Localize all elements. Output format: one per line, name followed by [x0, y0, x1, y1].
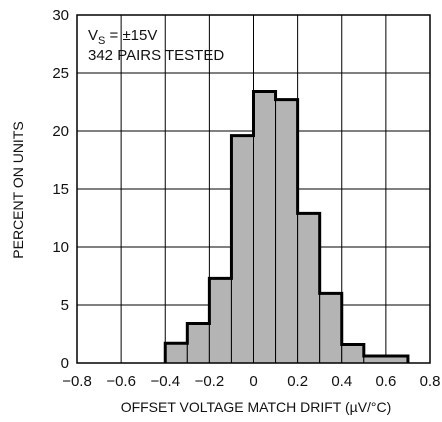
histogram-bar	[297, 212, 321, 364]
histogram-bar	[164, 342, 188, 364]
y-tick-label: 20	[52, 123, 69, 140]
y-tick-label: 30	[52, 7, 69, 24]
y-tick-label: 25	[52, 65, 69, 82]
histogram-bar	[208, 277, 232, 364]
x-tick-label: −0.4	[150, 373, 180, 390]
x-tick-label: 0.6	[375, 373, 396, 390]
histogram-outline	[163, 90, 410, 363]
tick-labels: −0.8 −0.6 −0.4 −0.2 0 0.2 0.4 0.6 0.8 0 5 10 15 20 25 3…	[52, 7, 440, 390]
histogram-bar	[253, 91, 277, 364]
histogram-bar	[319, 292, 343, 364]
x-tick-label: −0.6	[106, 373, 136, 390]
y-tick-label: 0	[61, 355, 69, 372]
y-axis-title: PERCENT ON UNITS	[10, 121, 26, 258]
histogram-bar	[230, 135, 254, 364]
histogram-bar	[275, 99, 299, 364]
y-tick-label: 5	[61, 297, 69, 314]
y-tick-label: 15	[52, 181, 69, 198]
x-tick-label: −0.2	[195, 373, 225, 390]
plot-frame	[76, 14, 431, 364]
x-tick-label: 0.2	[287, 373, 308, 390]
histogram-bar	[186, 323, 210, 364]
x-axis-title: OFFSET VOLTAGE MATCH DRIFT (µV/°C)	[121, 399, 392, 415]
histogram-bar	[341, 343, 365, 364]
x-tick-label: 0.8	[420, 373, 441, 390]
pairs-tested-annotation: 342 PAIRS TESTED	[88, 47, 224, 64]
x-tick-label: −0.8	[62, 373, 92, 390]
x-tick-label: 0	[249, 373, 257, 390]
x-tick-label: 0.4	[331, 373, 352, 390]
supply-voltage-annotation: VS = ±15V	[88, 27, 157, 47]
y-tick-label: 10	[52, 239, 69, 256]
